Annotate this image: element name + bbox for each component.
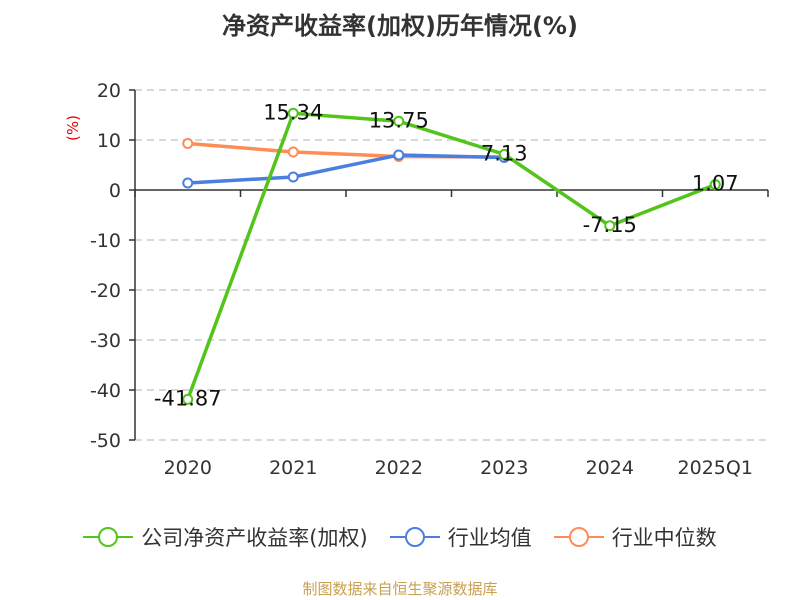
x-tick-label: 2021: [269, 457, 317, 479]
data-point: [182, 138, 194, 149]
y-tick-label: 0: [109, 180, 121, 202]
x-tick-label: 2022: [375, 457, 423, 479]
legend-label: 公司净资产收益率(加权): [141, 526, 368, 550]
legend-marker-icon: [83, 527, 134, 547]
x-tick-label: 2020: [164, 457, 212, 479]
legend: 公司净资产收益率(加权) 行业均值 行业中位数: [0, 522, 800, 552]
y-axis-label: (%): [64, 115, 82, 141]
x-tick-label: 2024: [586, 457, 634, 479]
y-tick-label: -10: [90, 230, 121, 252]
chart-title: 净资产收益率(加权)历年情况(%): [222, 12, 578, 40]
series-line-1: [187, 153, 505, 185]
source-note: 制图数据来自恒生聚源数据库: [302, 580, 498, 598]
data-point: [287, 107, 299, 119]
data-point: [604, 220, 616, 232]
data-point: [287, 171, 299, 183]
data-point: [498, 148, 510, 160]
y-tick-label: 10: [97, 130, 121, 152]
data-point: [709, 179, 721, 191]
series-line-0: [186, 111, 716, 400]
legend-label: 行业中位数: [611, 526, 717, 550]
x-tick-label: 2023: [480, 457, 528, 479]
y-tick-label: -50: [90, 430, 121, 452]
y-tick-label: -30: [90, 330, 121, 352]
data-label: 7.13: [481, 141, 528, 165]
y-tick-label: 20: [97, 80, 121, 102]
legend-item-company[interactable]: 公司净资产收益率(加权): [83, 522, 368, 552]
data-label: -7.15: [583, 213, 637, 237]
data-point: [182, 393, 194, 405]
legend-marker-icon: [553, 527, 604, 547]
legend-item-industry-median[interactable]: 行业中位数: [553, 522, 717, 552]
data-label: -41.87: [154, 386, 222, 410]
legend-marker-icon: [389, 527, 440, 547]
y-tick-label: -20: [90, 280, 121, 302]
data-label: 1.07: [692, 172, 739, 196]
data-point: [182, 177, 194, 189]
x-tick-label: 2025Q1: [678, 457, 753, 479]
legend-label: 行业均值: [447, 526, 532, 550]
data-label: 13.75: [369, 108, 429, 132]
data-point: [393, 149, 405, 161]
data-label: 15.34: [263, 100, 323, 124]
y-tick-label: -40: [90, 380, 121, 402]
data-point: [393, 115, 405, 127]
legend-item-industry-mean[interactable]: 行业均值: [389, 522, 532, 552]
data-point: [287, 146, 299, 158]
